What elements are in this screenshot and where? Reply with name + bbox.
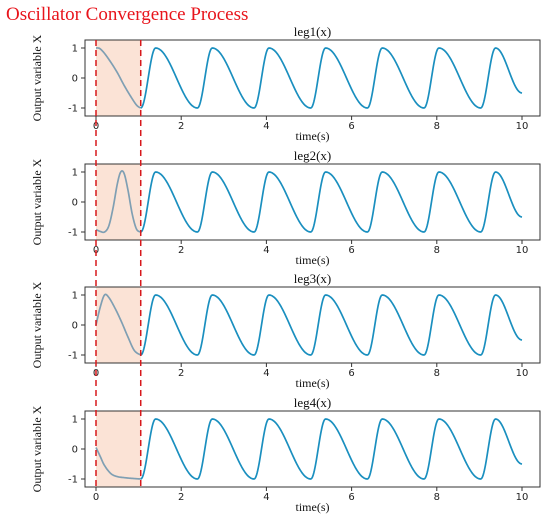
y-tick-label: -1: [68, 475, 78, 486]
x-tick-label: 8: [434, 245, 440, 256]
y-tick-label: 0: [72, 198, 78, 209]
y-tick-label: 1: [72, 44, 78, 55]
y-axis-label: Output variable X: [30, 158, 44, 245]
steady-series-line: [140, 171, 523, 233]
panel-title: leg2(x): [294, 148, 332, 163]
steady-series-line: [140, 47, 523, 109]
x-tick-label: 8: [434, 492, 440, 503]
y-tick-label: 1: [72, 291, 78, 302]
x-tick-label: 4: [263, 245, 269, 256]
panel-title: leg3(x): [294, 271, 332, 286]
y-axis-label: Output variable X: [30, 34, 44, 121]
transient-region: [96, 164, 141, 240]
x-tick-label: 10: [516, 368, 529, 379]
x-tick-label: 0: [93, 121, 99, 132]
y-tick-label: 0: [72, 445, 78, 456]
transient-region: [96, 411, 141, 487]
x-tick-label: 0: [93, 492, 99, 503]
x-tick-label: 6: [348, 121, 354, 132]
panel-title: leg1(x): [294, 24, 332, 39]
transient-series-line: [95, 293, 142, 356]
x-tick-label: 4: [263, 368, 269, 379]
x-tick-label: 6: [348, 245, 354, 256]
x-axis-label: time(s): [296, 376, 330, 390]
transient-series-line: [95, 447, 142, 480]
transient-series-line: [95, 47, 142, 109]
y-tick-label: 0: [72, 74, 78, 85]
x-tick-label: 2: [178, 121, 184, 132]
x-axis-label: time(s): [296, 129, 330, 143]
steady-series-line: [140, 294, 523, 356]
y-tick-label: -1: [68, 104, 78, 115]
x-tick-label: 10: [516, 245, 529, 256]
page-title: Oscillator Convergence Process: [6, 4, 249, 25]
x-axis-label: time(s): [296, 500, 330, 514]
y-tick-label: 1: [72, 168, 78, 179]
transient-series-line: [95, 170, 142, 234]
x-tick-label: 10: [516, 121, 529, 132]
panel-title: leg4(x): [294, 395, 332, 410]
x-tick-label: 6: [348, 368, 354, 379]
y-axis-label: Output variable X: [30, 281, 44, 368]
x-tick-label: 4: [263, 492, 269, 503]
x-tick-label: 6: [348, 492, 354, 503]
y-axis-label: Output variable X: [30, 405, 44, 492]
x-tick-label: 8: [434, 368, 440, 379]
steady-series-line: [140, 418, 523, 480]
x-tick-label: 2: [178, 492, 184, 503]
y-tick-label: -1: [68, 351, 78, 362]
x-tick-label: 4: [263, 121, 269, 132]
x-axis-label: time(s): [296, 253, 330, 267]
y-tick-label: 0: [72, 321, 78, 332]
x-tick-label: 8: [434, 121, 440, 132]
x-tick-label: 2: [178, 368, 184, 379]
x-tick-label: 10: [516, 492, 529, 503]
y-tick-label: 1: [72, 415, 78, 426]
x-tick-label: 2: [178, 245, 184, 256]
y-tick-label: -1: [68, 228, 78, 239]
